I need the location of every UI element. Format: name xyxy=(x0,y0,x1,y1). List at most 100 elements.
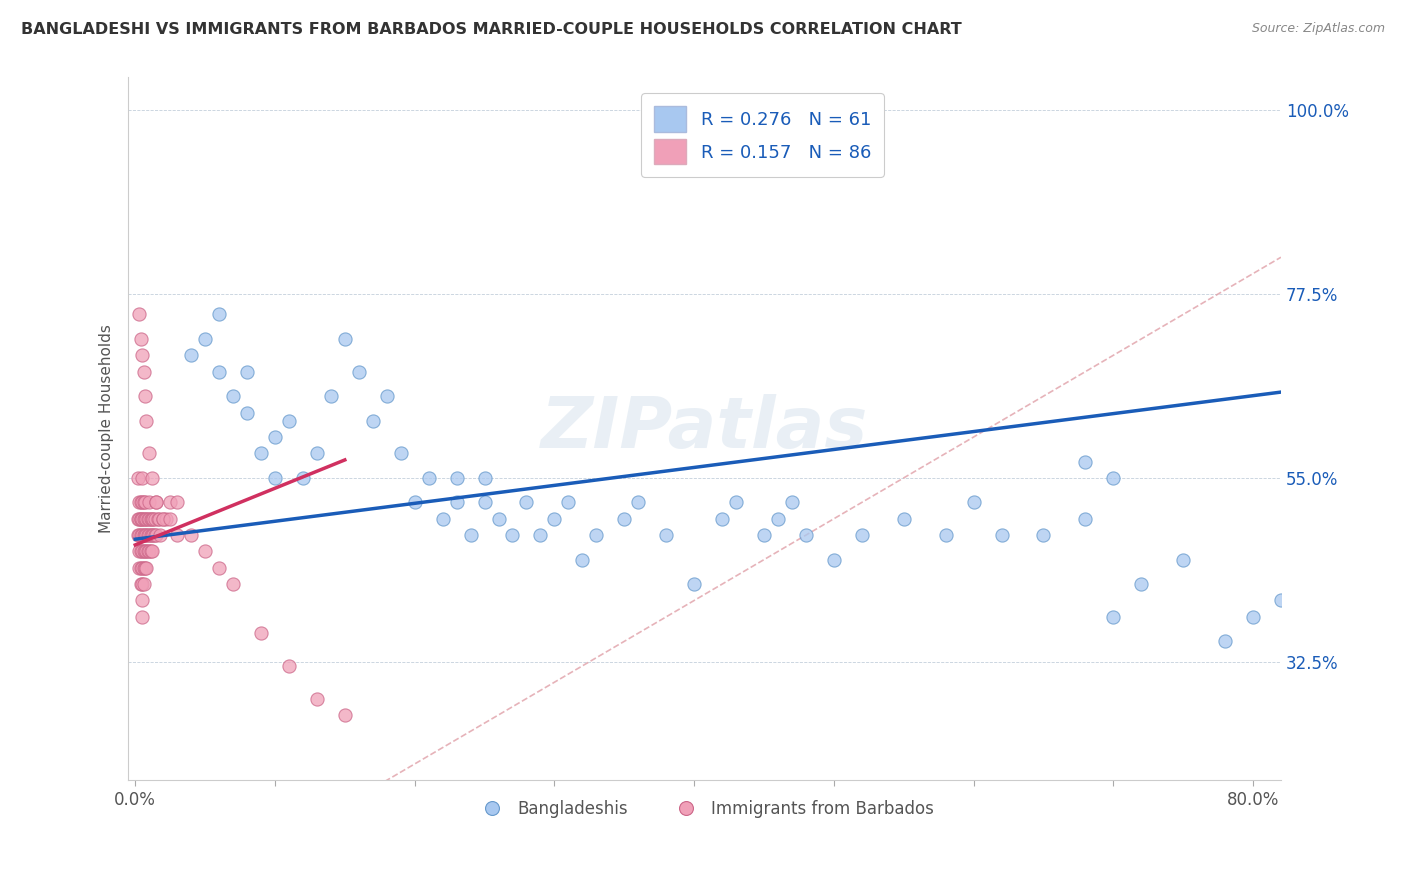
Point xyxy=(136,528,159,542)
Text: Source: ZipAtlas.com: Source: ZipAtlas.com xyxy=(1251,22,1385,36)
Point xyxy=(222,577,245,591)
Point xyxy=(134,528,156,542)
Point xyxy=(159,512,181,526)
Point xyxy=(683,577,706,591)
Point xyxy=(613,512,636,526)
Point xyxy=(529,528,551,542)
Point xyxy=(138,544,160,558)
Point xyxy=(135,512,157,526)
Point xyxy=(333,332,356,346)
Point xyxy=(180,528,202,542)
Point xyxy=(143,512,166,526)
Point xyxy=(794,528,817,542)
Point xyxy=(585,528,607,542)
Point xyxy=(148,512,170,526)
Point xyxy=(138,446,160,460)
Point xyxy=(136,544,159,558)
Point xyxy=(166,528,188,542)
Point xyxy=(132,577,155,591)
Point xyxy=(131,528,153,542)
Point xyxy=(446,495,468,509)
Point xyxy=(134,389,156,403)
Point xyxy=(132,495,155,509)
Point xyxy=(132,512,155,526)
Point xyxy=(128,308,150,322)
Point xyxy=(128,495,150,509)
Point xyxy=(361,414,384,428)
Point xyxy=(418,471,440,485)
Point xyxy=(131,593,153,607)
Point xyxy=(134,544,156,558)
Point xyxy=(389,446,412,460)
Point xyxy=(1032,528,1054,542)
Point xyxy=(571,552,593,566)
Point xyxy=(1173,552,1195,566)
Point xyxy=(135,528,157,542)
Point xyxy=(474,471,496,485)
Point xyxy=(129,332,152,346)
Text: ZIPatlas: ZIPatlas xyxy=(541,394,869,463)
Point xyxy=(135,561,157,575)
Point xyxy=(129,544,152,558)
Point xyxy=(432,512,454,526)
Point xyxy=(990,528,1012,542)
Point xyxy=(1074,454,1097,468)
Point xyxy=(142,528,165,542)
Point xyxy=(149,528,172,542)
Point xyxy=(893,512,915,526)
Point xyxy=(236,365,259,379)
Point xyxy=(138,528,160,542)
Point xyxy=(250,626,273,640)
Point xyxy=(128,512,150,526)
Point xyxy=(208,365,231,379)
Point xyxy=(627,495,650,509)
Point xyxy=(132,561,155,575)
Legend: Bangladeshis, Immigrants from Barbados: Bangladeshis, Immigrants from Barbados xyxy=(468,793,941,825)
Point xyxy=(557,495,579,509)
Point xyxy=(152,512,174,526)
Point xyxy=(127,512,149,526)
Point xyxy=(935,528,957,542)
Y-axis label: Married-couple Households: Married-couple Households xyxy=(100,325,114,533)
Point xyxy=(139,512,162,526)
Point xyxy=(131,495,153,509)
Point xyxy=(131,471,153,485)
Point xyxy=(139,528,162,542)
Point xyxy=(142,512,165,526)
Point xyxy=(134,512,156,526)
Point xyxy=(152,512,174,526)
Point xyxy=(131,610,153,624)
Point xyxy=(236,405,259,419)
Point xyxy=(208,308,231,322)
Point xyxy=(138,512,160,526)
Point xyxy=(159,495,181,509)
Point xyxy=(141,544,163,558)
Point xyxy=(501,528,523,542)
Point xyxy=(291,471,314,485)
Point xyxy=(347,365,370,379)
Point xyxy=(143,528,166,542)
Point xyxy=(129,528,152,542)
Point xyxy=(1102,610,1125,624)
Point xyxy=(725,495,748,509)
Point xyxy=(277,659,299,673)
Point xyxy=(222,389,245,403)
Point xyxy=(515,495,537,509)
Point xyxy=(141,471,163,485)
Point xyxy=(1213,634,1236,648)
Point xyxy=(135,414,157,428)
Point xyxy=(141,512,163,526)
Point xyxy=(305,691,328,706)
Point xyxy=(131,577,153,591)
Point xyxy=(139,544,162,558)
Point xyxy=(132,544,155,558)
Point xyxy=(128,561,150,575)
Point xyxy=(127,528,149,542)
Point xyxy=(129,512,152,526)
Point xyxy=(135,544,157,558)
Text: BANGLADESHI VS IMMIGRANTS FROM BARBADOS MARRIED-COUPLE HOUSEHOLDS CORRELATION CH: BANGLADESHI VS IMMIGRANTS FROM BARBADOS … xyxy=(21,22,962,37)
Point xyxy=(145,528,167,542)
Point xyxy=(962,495,984,509)
Point xyxy=(166,495,188,509)
Point xyxy=(131,561,153,575)
